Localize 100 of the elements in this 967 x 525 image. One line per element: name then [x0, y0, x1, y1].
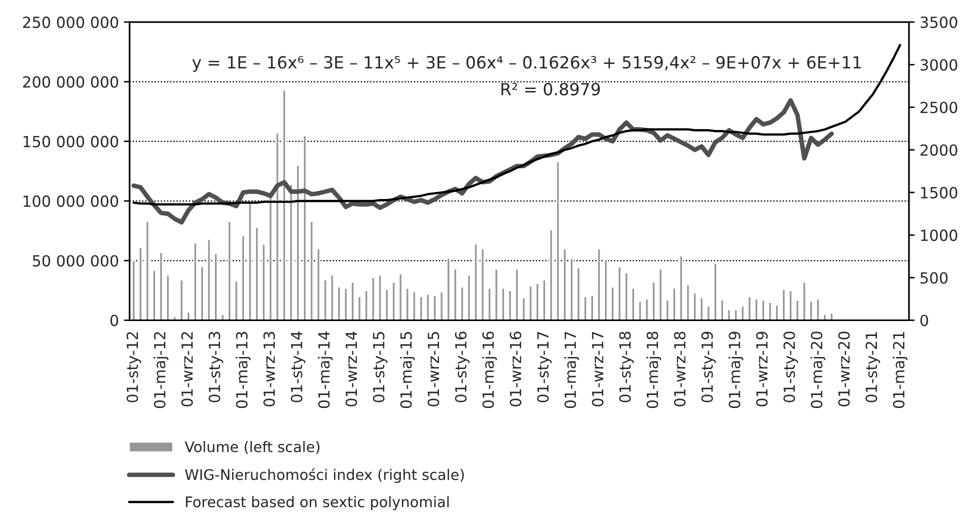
bar: [166, 274, 170, 320]
bar: [446, 258, 451, 320]
y2-tick-label: 500: [920, 272, 948, 284]
y2-tick-label: 1500: [921, 186, 958, 198]
bar: [590, 294, 594, 320]
y-tick-label: 100 000 000: [24, 195, 118, 207]
bar: [665, 299, 670, 320]
bar: [795, 299, 800, 320]
bar: [576, 267, 581, 320]
bar: [466, 274, 472, 320]
bar: [528, 284, 533, 320]
bar: [200, 266, 204, 320]
bar: [692, 292, 698, 320]
bar: [644, 298, 650, 320]
bar: [158, 252, 164, 320]
bar: [699, 296, 704, 320]
x-tick-label: 01-sty-13: [208, 332, 224, 402]
bar: [364, 290, 369, 320]
bar: [330, 274, 334, 320]
bar: [316, 248, 321, 320]
bar: [740, 305, 745, 320]
bar: [782, 288, 786, 320]
y-tick-label: 200 000 000: [23, 76, 118, 88]
annotation: R² = 0.8979: [502, 82, 600, 96]
y-tick-label: 0: [110, 314, 118, 326]
bar: [638, 300, 642, 320]
bar: [234, 280, 239, 320]
bar: [418, 296, 424, 320]
x-tick-label: 01-wrz-13: [263, 332, 275, 406]
bar: [439, 290, 444, 320]
bar: [480, 248, 485, 320]
bar: [816, 298, 820, 320]
bar: [288, 184, 294, 320]
bar: [686, 284, 690, 320]
bar: [152, 269, 156, 320]
x-tick-label: 01-sty-12: [126, 332, 142, 402]
bar: [193, 242, 198, 320]
x-tick-label: 01-maj-15: [400, 332, 415, 408]
bar: [624, 272, 629, 320]
x-tick-label: 01-wrz-17: [592, 332, 604, 406]
y2-tick-label: 3500: [920, 16, 958, 28]
bar: [344, 287, 348, 320]
x-tick-label: 01-wrz-14: [346, 332, 358, 406]
x-tick-label: 01-wrz-19: [756, 332, 768, 406]
bar: [391, 281, 396, 320]
legend-label: Volume (left scale): [184, 441, 320, 454]
bar: [172, 316, 177, 320]
x-tick-label: 01-wrz-12: [181, 332, 193, 406]
bar: [508, 290, 512, 320]
bar: [384, 288, 390, 320]
bar: [521, 296, 526, 320]
bar: [432, 294, 438, 320]
x-tick-label: 01-sty-16: [455, 332, 470, 402]
bar: [672, 287, 677, 320]
bar: [412, 290, 416, 320]
y2-tick-label: 0: [920, 314, 928, 326]
bar: [282, 89, 286, 320]
x-tick-label: 01-wrz-18: [674, 332, 686, 406]
bar: [583, 296, 588, 320]
bar: [562, 248, 568, 320]
y-tick-label: 150 000 000: [24, 136, 118, 148]
bar: [370, 276, 376, 320]
bar: [323, 279, 328, 320]
x-tick-label: 01-sty-20: [783, 332, 798, 402]
bar: [220, 314, 225, 320]
legend-label: Forecast based on sextic polynomial: [186, 496, 449, 510]
x-tick-label: 01-maj-19: [728, 332, 744, 408]
x-tick-label: 01-maj-18: [646, 332, 662, 408]
y-tick-label: 50 000 000: [32, 255, 118, 267]
bar: [214, 252, 218, 320]
bar: [630, 287, 636, 320]
bar: [802, 281, 807, 320]
y-tick-label: 250 000 000: [23, 16, 118, 28]
x-tick-label: 01-sty-21: [866, 332, 880, 402]
bar: [227, 220, 232, 320]
bar: [713, 262, 718, 320]
bar: [453, 268, 458, 320]
bar: [788, 290, 793, 320]
y2-tick-label: 2500: [920, 102, 958, 114]
x-tick-label: 01-sty-18: [619, 332, 634, 402]
bar: [569, 258, 574, 320]
bar: [678, 255, 684, 320]
bar: [254, 226, 260, 320]
bar: [514, 268, 520, 320]
bar: [474, 243, 478, 320]
bar: [652, 281, 656, 320]
y2-tick-label: 1000: [921, 230, 958, 242]
x-tick-label: 01-sty-15: [372, 332, 388, 402]
x-tick-label: 01-wrz-20: [838, 332, 850, 406]
bar: [206, 238, 212, 320]
x-tick-label: 01-wrz-15: [428, 332, 440, 406]
bar: [760, 299, 766, 320]
bar: [829, 312, 834, 320]
x-tick-label: 01-sty-14: [290, 332, 306, 402]
x-tick-label: 01-sty-17: [537, 332, 552, 402]
bar: [610, 286, 615, 320]
annotation: y = 1E – 16x⁶ – 3E – 11x⁵ + 3E – 06x⁴ – 0.1626x³ + 5159,4x² – 9E+07x + 6E+11: [192, 56, 861, 72]
bar: [754, 298, 759, 320]
x-tick-label: 01-wrz-16: [510, 332, 522, 406]
bar: [145, 220, 150, 320]
